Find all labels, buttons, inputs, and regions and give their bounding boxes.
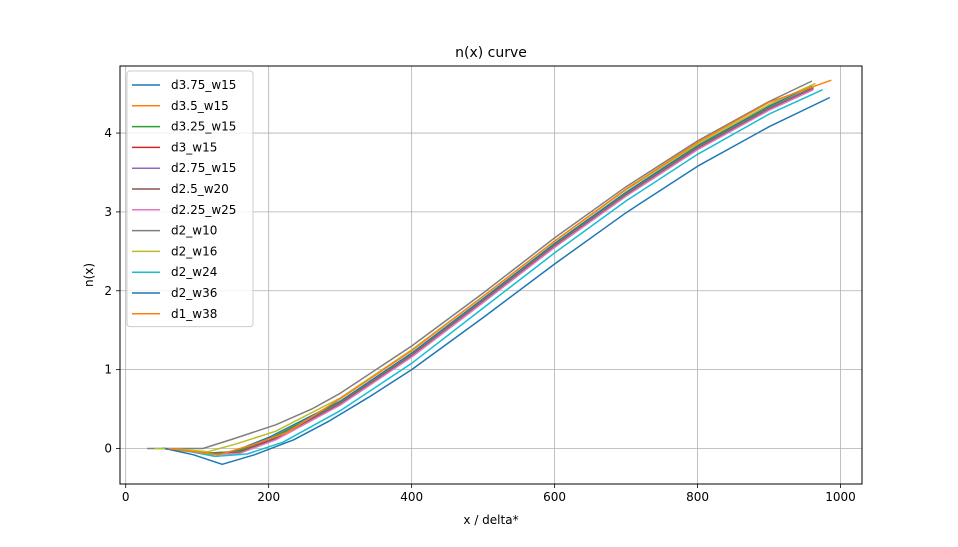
y-tick-label: 1 — [104, 363, 112, 377]
x-tick-label: 600 — [543, 490, 566, 504]
series-line-d2.25_w25 — [162, 89, 814, 456]
chart-title: n(x) curve — [455, 45, 527, 61]
series-line-d2_w24 — [164, 89, 824, 458]
legend-label: d3.5_w15 — [171, 99, 229, 113]
legend-label: d3.75_w15 — [171, 78, 236, 92]
y-tick-label: 4 — [104, 126, 112, 140]
y-axis-title: n(x) — [82, 263, 96, 287]
x-tick-label: 1000 — [825, 490, 856, 504]
y-tick-label: 2 — [104, 284, 112, 298]
legend-label: d2.25_w25 — [171, 203, 236, 217]
plot-area-frame — [119, 65, 863, 485]
series-layer — [147, 79, 832, 466]
legend-label: d2_w16 — [171, 244, 217, 258]
series-line-d2_w36 — [164, 96, 831, 466]
legend-label: d3.25_w15 — [171, 120, 236, 134]
x-axis: 0 200 400 600 800 1000 — [122, 484, 856, 504]
legend-label: d3_w15 — [171, 140, 217, 154]
series-line-d1_w38 — [168, 79, 832, 456]
y-axis: 0 1 2 3 4 — [104, 126, 120, 456]
legend-label: d2.5_w20 — [171, 182, 229, 196]
legend-label: d2.75_w15 — [171, 161, 236, 175]
legend-label: d2_w24 — [171, 265, 217, 279]
x-axis-title: x / delta* — [463, 513, 518, 527]
legend-label: d2_w36 — [171, 286, 217, 300]
legend-label: d2_w10 — [171, 224, 217, 238]
series-line-d2_w10 — [147, 80, 813, 450]
legend: d3.75_w15 d3.5_w15 d3.25_w15 d3_w15 d2.75_w1… — [126, 70, 254, 328]
x-tick-label: 0 — [122, 490, 130, 504]
legend-box — [126, 70, 254, 328]
y-tick-label: 0 — [104, 442, 112, 456]
y-tick-label: 3 — [104, 205, 112, 219]
x-tick-label: 800 — [686, 490, 709, 504]
x-tick-label: 200 — [257, 490, 280, 504]
x-tick-label: 400 — [400, 490, 423, 504]
legend-label: d1_w38 — [171, 307, 217, 321]
